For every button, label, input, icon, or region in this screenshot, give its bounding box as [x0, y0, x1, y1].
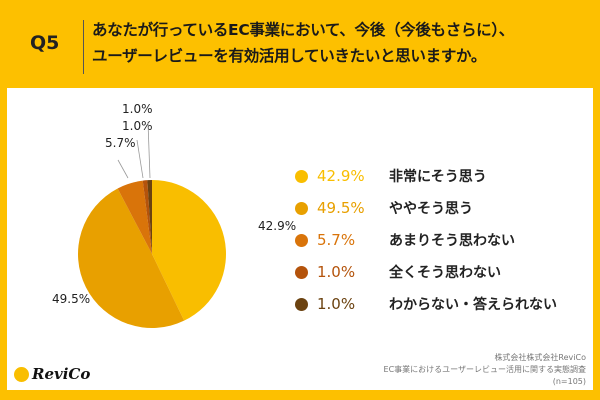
- legend-dot: [295, 265, 308, 279]
- pie-slice: [147, 180, 152, 254]
- source-survey: EC事業におけるユーザーレビュー活用に関する実態調査: [383, 365, 586, 374]
- legend-item: 49.5% ややそう思う: [295, 192, 557, 224]
- question-title: あなたが行っているEC事業において、今後（今後もさらに）、 ユーザーレビューを有…: [92, 17, 597, 69]
- leader-line: [117, 159, 129, 179]
- leader-line: [136, 139, 144, 179]
- title-line-1: あなたが行っているEC事業において、今後（今後もさらに）、: [92, 21, 515, 39]
- legend-percent: 1.0%: [317, 295, 356, 313]
- divider: [83, 20, 84, 74]
- legend-label: 非常にそう思う: [389, 169, 487, 185]
- legend-item: 5.7% あまりそう思わない: [295, 224, 557, 256]
- leader-line: [147, 121, 151, 179]
- legend-item: 1.0% わからない・答えられない: [295, 288, 557, 320]
- legend-percent: 42.9%: [317, 167, 365, 185]
- data-label: 1.0%: [122, 102, 153, 116]
- pie-slice: [142, 180, 152, 254]
- source-company: 株式会社株式会社ReviCo: [494, 353, 586, 362]
- data-label: 49.5%: [52, 292, 90, 306]
- legend-percent: 49.5%: [317, 199, 365, 217]
- pie-slice: [78, 188, 185, 328]
- legend-label: あまりそう思わない: [389, 233, 515, 249]
- legend-label: 全くそう思わない: [389, 265, 501, 281]
- legend-item: 1.0% 全くそう思わない: [295, 256, 557, 288]
- data-label: 1.0%: [122, 119, 153, 133]
- speech-bubble-icon: [14, 366, 29, 382]
- question-number: Q5: [30, 32, 60, 54]
- title-line-2: ユーザーレビューを有効活用していきたいと思いますか。: [92, 47, 487, 65]
- data-label: 5.7%: [105, 136, 136, 150]
- legend: 42.9% 非常にそう思う 49.5% ややそう思う 5.7% あまりそう思わない 1…: [295, 160, 557, 320]
- source-note: 株式会社株式会社ReviCo EC事業におけるユーザーレビュー活用に関する実態調…: [384, 352, 586, 388]
- legend-dot: [295, 297, 308, 311]
- legend-label: ややそう思う: [389, 201, 473, 217]
- legend-dot: [295, 169, 308, 183]
- legend-item: 42.9% 非常にそう思う: [295, 160, 557, 192]
- legend-dot: [295, 233, 308, 247]
- legend-percent: 5.7%: [317, 231, 356, 249]
- logo-text: ReviCo: [32, 365, 91, 383]
- pie-slice: [117, 180, 152, 254]
- revico-logo: ReviCo: [14, 365, 90, 383]
- legend-dot: [295, 201, 308, 215]
- pie-slice: [152, 180, 226, 321]
- source-sample: (n=105): [552, 377, 586, 386]
- legend-label: わからない・答えられない: [389, 297, 557, 313]
- legend-percent: 1.0%: [317, 263, 356, 281]
- data-label: 42.9%: [258, 219, 296, 233]
